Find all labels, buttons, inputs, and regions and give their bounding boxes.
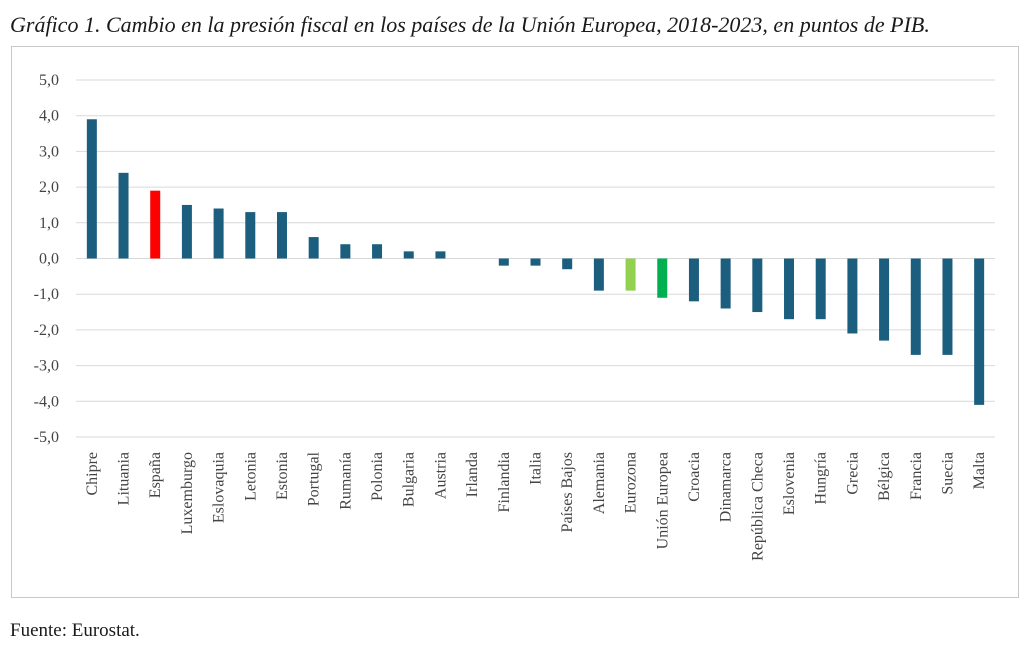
x-tick-label: Rumanía	[337, 452, 354, 510]
x-tick-label: Dinamarca	[718, 452, 735, 522]
bar-estonia	[276, 212, 287, 259]
bar-hungría	[815, 258, 826, 320]
bar-italia	[530, 258, 541, 266]
bar-unión-europea	[657, 258, 668, 298]
x-tick-label: Italia	[528, 452, 545, 485]
y-tick-label: 1,0	[39, 215, 59, 232]
bar-austria	[435, 251, 446, 259]
bar-finlandia	[498, 258, 509, 266]
y-tick-label: 2,0	[39, 179, 59, 196]
chart-frame	[11, 46, 1019, 598]
x-tick-label: Unión Europea	[654, 452, 671, 549]
x-tick-label: Portugal	[306, 451, 323, 506]
x-tick-label: Polonia	[369, 452, 386, 501]
bar-polonia	[372, 244, 383, 259]
x-tick-label: Lituania	[116, 452, 133, 505]
bar-suecia	[942, 258, 953, 355]
y-tick-label: -3,0	[34, 358, 59, 375]
bar-letonia	[245, 212, 256, 259]
x-tick-label: Países Bajos	[559, 452, 576, 532]
y-tick-label: -1,0	[34, 286, 59, 303]
bar-grecia	[847, 258, 858, 334]
y-tick-label: -2,0	[34, 322, 59, 339]
x-tick-label: Letonia	[242, 452, 259, 501]
x-tick-label: Francia	[908, 452, 925, 500]
x-tick-label: Bulgaria	[401, 452, 418, 507]
bar-eslovaquia	[213, 208, 224, 259]
bar-croacia	[688, 258, 699, 302]
bar-república-checa	[752, 258, 763, 313]
x-tick-label: Eslovaquia	[211, 452, 228, 523]
x-tick-label: República Checa	[749, 452, 766, 561]
x-tick-label: Suecia	[939, 452, 956, 495]
bar-alemania	[593, 258, 604, 291]
x-tick-label: Hungría	[813, 452, 830, 504]
chart-title: Gráfico 1. Cambio en la presión fiscal e…	[10, 12, 930, 37]
x-tick-label: Alemania	[591, 452, 608, 514]
bar-bélgica	[879, 258, 890, 341]
x-tick-label: Malta	[971, 452, 988, 489]
bar-españa	[150, 190, 161, 259]
y-tick-label: 0,0	[39, 251, 59, 268]
bar-portugal	[308, 237, 319, 259]
bar-luxemburgo	[181, 204, 192, 259]
x-tick-label: Croacia	[686, 452, 703, 502]
bar-dinamarca	[720, 258, 731, 309]
bar-rumanía	[340, 244, 351, 259]
x-tick-label: Irlanda	[464, 452, 481, 497]
x-tick-label: España	[147, 452, 164, 498]
x-tick-label: Estonia	[274, 452, 291, 500]
y-tick-label: -5,0	[34, 429, 59, 446]
x-tick-label: Chipre	[84, 452, 101, 496]
bar-bulgaria	[403, 251, 414, 259]
bar-chipre	[86, 119, 97, 259]
y-tick-label: 3,0	[39, 143, 59, 160]
bar-países-bajos	[562, 258, 573, 270]
bar-eslovenia	[784, 258, 795, 320]
bar-francia	[910, 258, 921, 355]
x-tick-label: Luxemburgo	[179, 452, 196, 534]
y-tick-label: 5,0	[39, 72, 59, 89]
x-tick-label: Eslovenia	[781, 452, 798, 515]
x-tick-label: Finlandia	[496, 452, 513, 512]
y-tick-label: -4,0	[34, 393, 59, 410]
bar-chart: 5,0 4,0 3,0 2,0 1,0 0,0 -1,0 -2,0 -3,0 -4,0 -5,0 Ch…	[34, 72, 995, 561]
x-tick-label: Austria	[432, 452, 449, 499]
source-note: Fuente: Eurostat.	[10, 620, 140, 641]
bar-lituania	[118, 172, 129, 259]
bar-malta	[974, 258, 985, 405]
bar-eurozona	[625, 258, 636, 291]
x-tick-label: Bélgica	[876, 452, 893, 501]
x-tick-label: Grecia	[844, 452, 861, 495]
x-tick-label: Eurozona	[623, 452, 640, 513]
y-tick-label: 4,0	[39, 108, 59, 125]
